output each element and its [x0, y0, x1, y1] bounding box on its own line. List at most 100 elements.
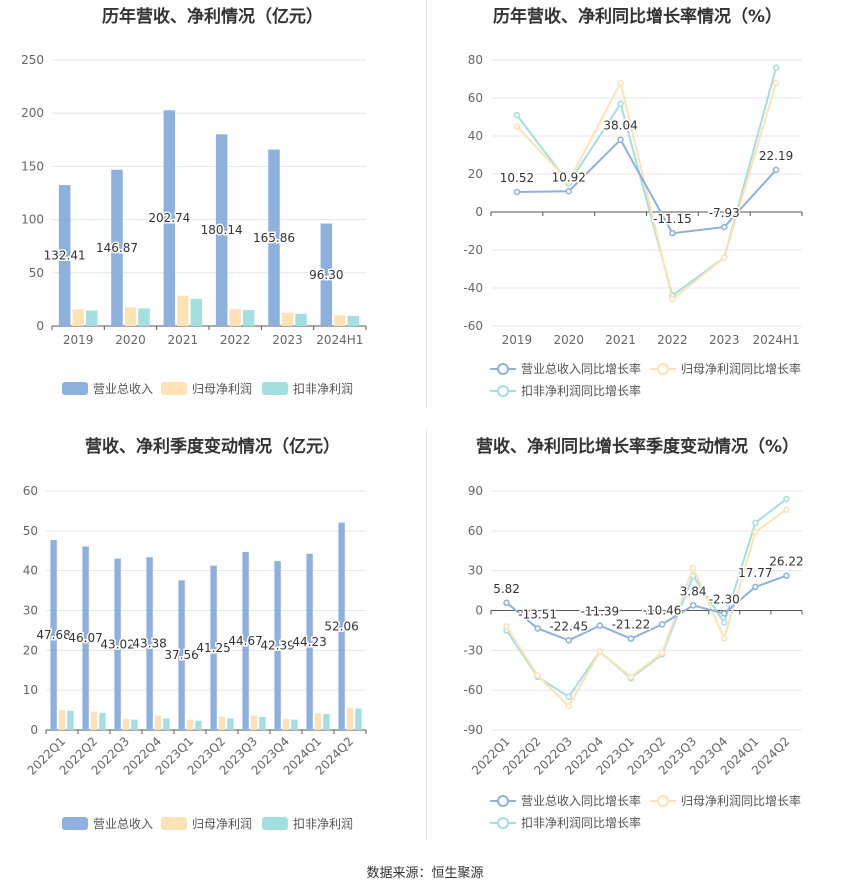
bar — [85, 310, 98, 326]
legend-item[interactable]: 归母净利润同比增长率 — [650, 360, 801, 377]
y-tick-label: 0 — [475, 205, 483, 219]
bar — [227, 718, 234, 730]
y-tick-label: 40 — [23, 564, 38, 578]
legend-label: 归母净利润 — [192, 382, 253, 396]
bar — [314, 713, 322, 730]
legend-item[interactable]: 归母净利润同比增长率 — [650, 792, 801, 809]
bar — [218, 716, 226, 730]
x-tick-label: 2022 — [220, 333, 251, 347]
bar — [346, 707, 354, 730]
data-label: 42.39 — [260, 639, 294, 653]
legend-swatch — [490, 384, 516, 398]
y-tick-label: 60 — [468, 524, 483, 538]
data-point — [689, 564, 697, 572]
y-tick-label: -20 — [463, 243, 483, 257]
bar — [177, 295, 189, 326]
data-point — [565, 188, 572, 195]
legend-item[interactable]: 营业总收入 — [62, 815, 153, 832]
data-label: 3.84 — [680, 584, 707, 598]
bar — [195, 720, 202, 730]
legend-label: 营业总收入同比增长率 — [521, 362, 642, 376]
y-tick-label: 30 — [468, 564, 483, 578]
y-tick-label: 10 — [23, 683, 38, 697]
data-label: -7.93 — [709, 206, 740, 220]
data-point — [721, 223, 728, 231]
bar — [282, 718, 290, 730]
data-label: -22.45 — [549, 619, 588, 633]
data-point — [721, 635, 728, 642]
bar — [67, 710, 74, 730]
legend-label: 扣非净利润同比增长率 — [521, 816, 642, 830]
legend: 营业总收入 归母净利润 扣非净利润 — [0, 815, 425, 855]
x-tick-label: 2020 — [553, 333, 584, 347]
bar — [82, 546, 89, 730]
legend-item[interactable]: 营业总收入 — [62, 380, 153, 397]
data-point — [752, 528, 759, 536]
y-tick-label: 0 — [30, 723, 38, 737]
x-tick-label: 2024H1 — [752, 333, 799, 347]
data-point — [565, 693, 572, 701]
y-tick-label: -60 — [463, 319, 483, 333]
legend-item[interactable]: 归母净利润 — [161, 815, 252, 832]
x-tick-label: 2023 — [709, 333, 740, 347]
bar — [163, 718, 170, 730]
series-line — [505, 508, 788, 708]
bar — [323, 714, 330, 730]
bar — [58, 185, 71, 326]
legend-item[interactable]: 扣非净利润同比增长率 — [490, 814, 641, 831]
legend-item[interactable]: 营业总收入同比增长率 — [490, 792, 641, 809]
data-point — [513, 111, 521, 119]
y-tick-label: 60 — [468, 91, 483, 105]
y-tick-label: 100 — [21, 213, 44, 227]
panel-annual-growth: 历年营收、净利同比增长率情况（%） -60 -40 -20 0 20 40 60 80 2019… — [425, 0, 850, 430]
data-point — [783, 572, 790, 579]
bar — [347, 315, 360, 326]
y-tick-label: 90 — [468, 484, 483, 498]
data-point — [752, 583, 759, 591]
bar — [131, 719, 138, 730]
legend-label: 营业总收入 — [93, 817, 154, 831]
legend-label: 扣非净利润同比增长率 — [521, 384, 642, 398]
data-label: 132.41 — [44, 249, 86, 263]
data-point — [513, 188, 521, 196]
bar — [90, 711, 98, 730]
bar — [146, 557, 153, 730]
data-point — [617, 79, 624, 87]
data-label: 5.82 — [493, 582, 520, 596]
data-label: 22.19 — [759, 149, 793, 163]
data-point — [596, 648, 604, 655]
legend-item[interactable]: 扣非净利润 — [262, 815, 353, 832]
data-point — [669, 296, 676, 303]
bar — [320, 223, 333, 326]
legend-item[interactable]: 扣非净利润 — [262, 380, 353, 397]
y-tick-label: 20 — [468, 167, 483, 181]
y-tick-label: 80 — [468, 53, 483, 67]
bar — [242, 310, 255, 326]
legend-label: 归母净利润同比增长率 — [681, 362, 802, 376]
bar — [274, 561, 281, 730]
data-label: -11.15 — [653, 212, 692, 226]
data-point — [565, 637, 572, 644]
y-tick-label: 150 — [21, 159, 44, 173]
data-label: 47.68 — [36, 628, 70, 642]
series-line — [505, 498, 788, 699]
data-label: 96.30 — [309, 268, 343, 282]
x-tick-label: 2020 — [115, 333, 146, 347]
legend-swatch — [490, 794, 516, 808]
bar — [306, 553, 313, 730]
bar — [250, 715, 258, 730]
legend-item[interactable]: 归母净利润 — [161, 380, 252, 397]
quarterly-amount-chart: 01020304050602022Q12022Q22022Q32022Q4202… — [23, 484, 367, 778]
data-point — [534, 672, 541, 679]
legend-label: 扣非净利润 — [293, 817, 354, 831]
bar — [124, 307, 137, 326]
legend: 营业总收入同比增长率 归母净利润同比增长率 扣非净利润同比增长率 — [425, 792, 850, 832]
bar — [138, 308, 150, 326]
data-point — [721, 610, 728, 617]
legend-swatch — [490, 816, 516, 830]
legend-item[interactable]: 营业总收入同比增长率 — [490, 360, 641, 377]
data-point — [658, 621, 666, 628]
legend-item[interactable]: 扣非净利润同比增长率 — [490, 382, 641, 399]
bar — [163, 110, 176, 326]
data-point — [513, 123, 521, 130]
